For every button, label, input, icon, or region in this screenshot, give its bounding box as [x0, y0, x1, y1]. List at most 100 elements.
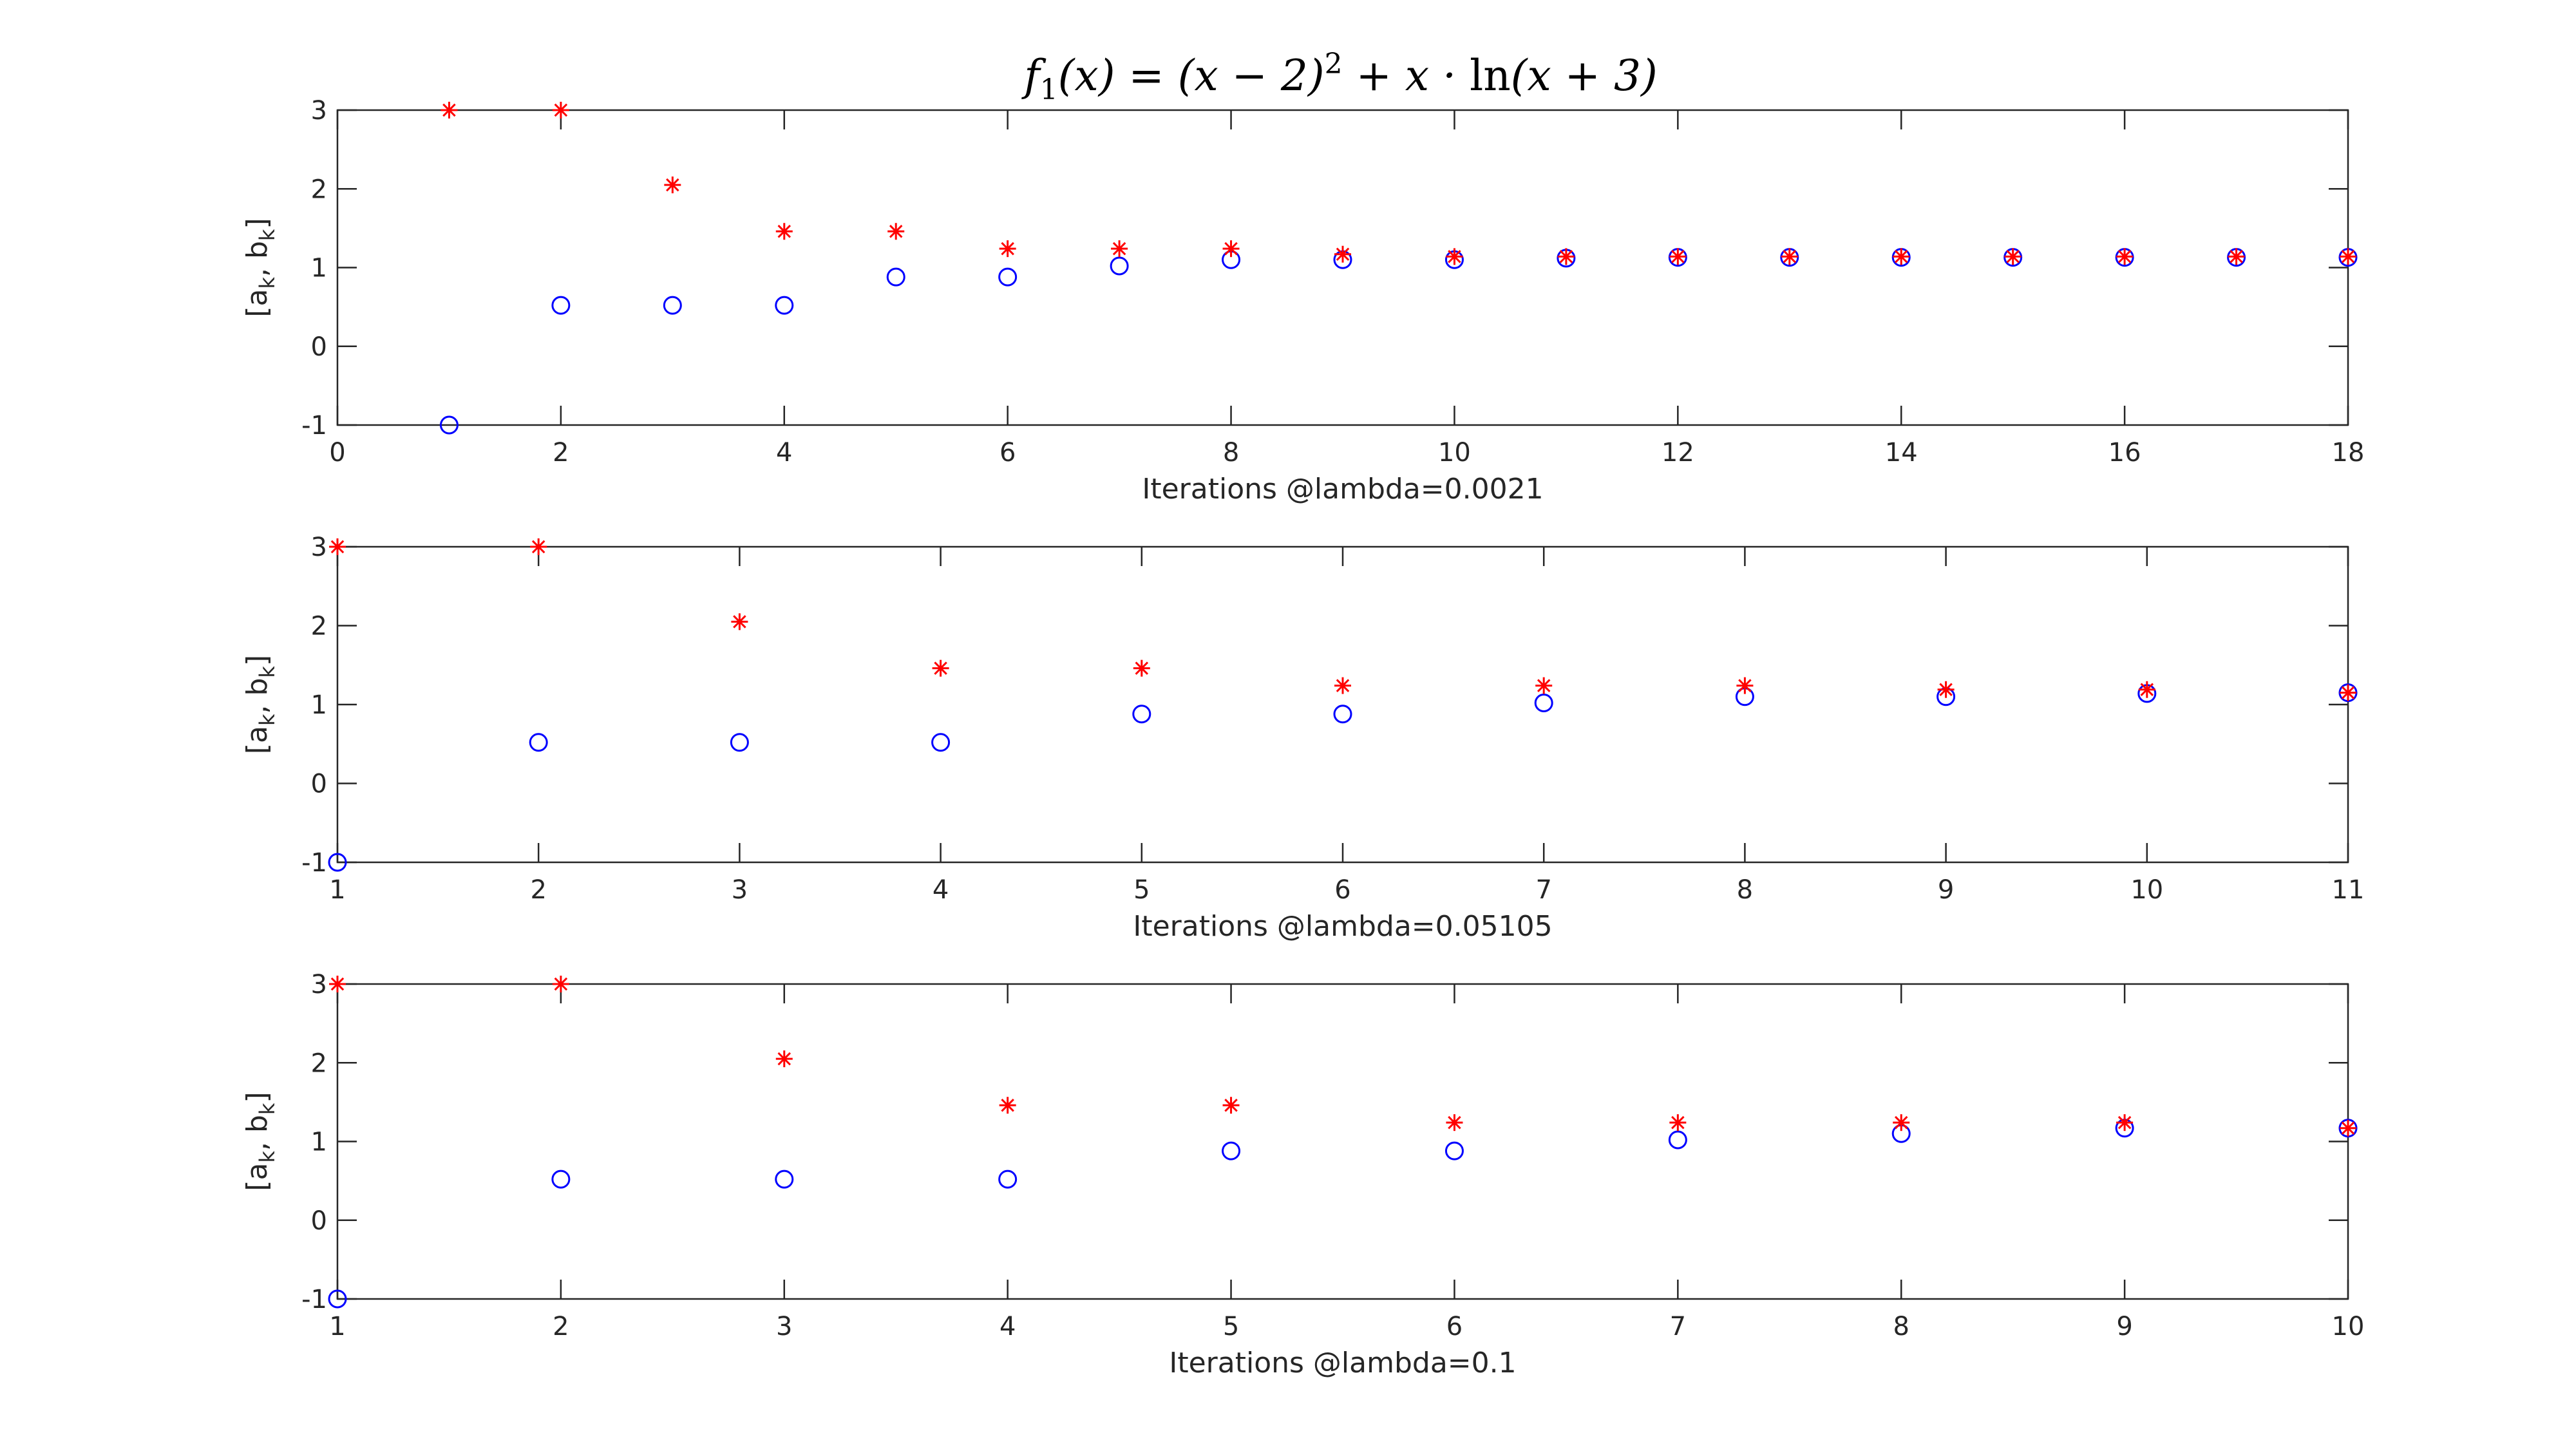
- y-label-part: k: [255, 1103, 279, 1115]
- x-axis-label: Iterations @lambda=0.05105: [1133, 910, 1552, 943]
- data-point-b: [2004, 248, 2022, 265]
- y-label-part: [a: [241, 289, 274, 317]
- subplot-2: 1 2 3 4 5 6 7 8 9 10 11 -1 0 1 2 3 Iterations @lambda=0.…: [241, 533, 2364, 943]
- data-point-b: [2116, 248, 2134, 265]
- x-tick-label: 4: [999, 1312, 1016, 1341]
- y-tick-label: -1: [301, 1285, 327, 1314]
- data-point-a: [439, 415, 459, 435]
- data-point-b: [1669, 248, 1687, 265]
- data-point-b: [530, 538, 547, 555]
- series-b-k: [440, 102, 2356, 265]
- x-tick-label: 9: [2116, 1312, 2132, 1341]
- data-point-a: [1333, 705, 1352, 724]
- y-label-part: , b: [241, 678, 274, 714]
- x-tick-label: 8: [1893, 1312, 1909, 1341]
- y-tick-label: 0: [311, 1206, 327, 1236]
- data-point-b: [552, 102, 569, 118]
- y-label-part: ]: [241, 655, 274, 666]
- y-label-part: k: [255, 229, 279, 241]
- x-tick-label: 2: [553, 1312, 569, 1341]
- data-point-b: [1222, 240, 1240, 258]
- title-body-3: (x + 3): [1511, 51, 1658, 100]
- y-tick-label: 2: [311, 175, 327, 204]
- data-point-b: [2340, 684, 2356, 701]
- data-point-b: [932, 659, 949, 677]
- x-tick-label: 10: [1438, 438, 1471, 468]
- data-point-a: [998, 1170, 1018, 1189]
- data-point-a: [730, 733, 749, 752]
- series-b-k: [329, 538, 2356, 701]
- y-tick-label: 1: [311, 690, 327, 720]
- y-label-part: k: [255, 277, 279, 289]
- x-tick-label: 0: [329, 438, 345, 468]
- data-point-a: [663, 296, 682, 315]
- x-tick-label: 12: [1662, 438, 1694, 468]
- y-label-part: , b: [241, 1115, 274, 1151]
- data-point-a: [886, 267, 905, 287]
- data-point-b: [1535, 677, 1553, 694]
- x-tick-label: 7: [1535, 875, 1551, 905]
- data-point-b: [1222, 1097, 1240, 1114]
- x-tick-label: 14: [1885, 438, 1918, 468]
- data-point-b: [2340, 1119, 2356, 1137]
- data-point-b: [775, 223, 793, 240]
- data-point-a: [931, 733, 951, 752]
- data-point-b: [999, 240, 1016, 258]
- x-tick-label: 5: [1133, 875, 1150, 905]
- data-point-b: [329, 538, 346, 555]
- x-tick-label: 6: [1334, 875, 1350, 905]
- data-point-b: [552, 976, 569, 992]
- axes-box: [336, 545, 2349, 864]
- data-point-b: [1669, 1114, 1687, 1132]
- data-point-a: [1444, 1141, 1464, 1160]
- x-tick-label: 1: [329, 1312, 345, 1341]
- x-tick-label: 9: [1938, 875, 1954, 905]
- x-tick-label: 11: [2332, 875, 2365, 905]
- x-tick-label: 4: [933, 875, 949, 905]
- y-tick-label: 0: [311, 332, 327, 362]
- x-tick-label: 3: [776, 1312, 792, 1341]
- data-point-b: [1893, 248, 1910, 265]
- data-point-b: [1446, 248, 1463, 265]
- y-label-part: , b: [241, 241, 274, 277]
- y-label-part: k: [255, 714, 279, 726]
- data-point-b: [999, 1097, 1016, 1114]
- y-tick-label: 1: [311, 254, 327, 283]
- data-point-b: [887, 223, 905, 240]
- data-point-a: [1668, 1130, 1687, 1150]
- x-tick-label: 8: [1737, 875, 1753, 905]
- data-point-b: [1557, 248, 1575, 265]
- data-point-b: [1446, 1114, 1463, 1132]
- y-label-part: ]: [241, 218, 274, 229]
- series-b-k: [329, 976, 2356, 1137]
- data-point-a: [551, 1170, 571, 1189]
- data-point-b: [2138, 681, 2155, 698]
- x-tick-label: 4: [776, 438, 792, 468]
- data-point-b: [1334, 677, 1351, 694]
- data-point-b: [1893, 1114, 1910, 1132]
- data-point-a: [328, 853, 347, 872]
- x-axis-label: Iterations @lambda=0.0021: [1142, 473, 1543, 506]
- x-tick-label: 8: [1223, 438, 1239, 468]
- title-superscript: 2: [1325, 48, 1343, 80]
- data-point-a: [775, 296, 794, 315]
- data-point-b: [1781, 248, 1798, 265]
- y-tick-label: -1: [301, 848, 327, 878]
- data-point-a: [998, 267, 1018, 287]
- subplot-3: 1 2 3 4 5 6 7 8 9 10 -1 0 1 2 3 Iterations @lambda=0.1 […: [241, 970, 2364, 1379]
- data-point-b: [1111, 240, 1128, 258]
- y-axis-label: [ak, bk]: [241, 218, 279, 317]
- title-body: (x) = (x − 2): [1058, 51, 1325, 100]
- data-point-b: [664, 176, 681, 194]
- y-tick-label: 2: [311, 612, 327, 641]
- x-tick-label: 2: [553, 438, 569, 468]
- y-label-part: k: [255, 1151, 279, 1163]
- x-tick-label: 7: [1670, 1312, 1686, 1341]
- y-label-part: [a: [241, 726, 274, 754]
- x-tick-label: 2: [530, 875, 546, 905]
- x-tick-label: 18: [2332, 438, 2365, 468]
- data-point-b: [1937, 681, 1955, 698]
